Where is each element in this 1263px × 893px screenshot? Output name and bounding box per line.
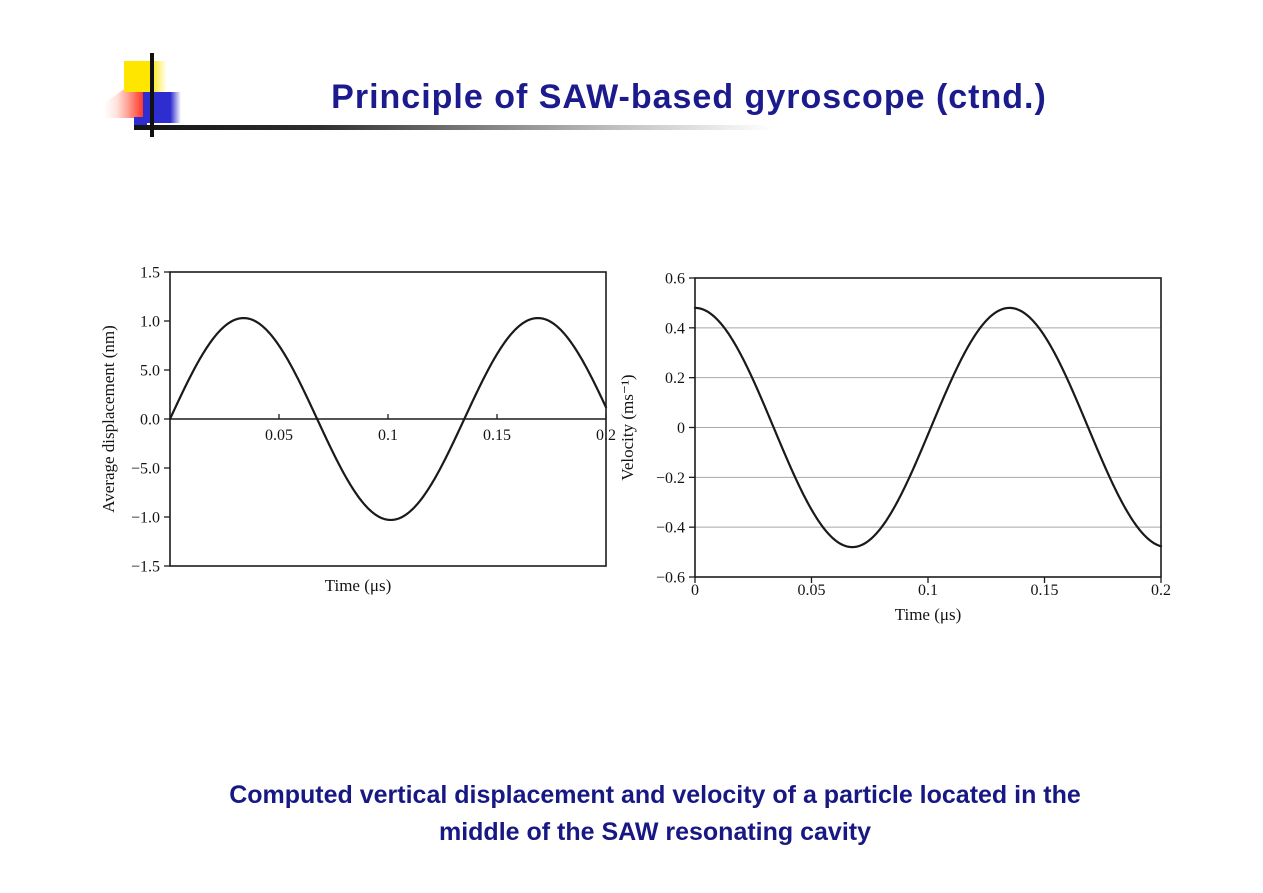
displacement-chart: 1.51.05.00.0−5.0−1.0−1.50.05 0.1 0.15 0.2Ti… xyxy=(99,265,616,596)
velocity-chart: 0.6 0.4 0.2 0 −0.2 −0.4 −0.6 0 0.05 0.1 0.15 0.2 Tim… xyxy=(618,271,1171,625)
y-tick-label: 0 xyxy=(677,420,685,437)
logo-yellow-square xyxy=(124,61,167,92)
y-axis-title: Velocity (ms⁻¹) xyxy=(618,374,637,480)
y-tick-label: −1.0 xyxy=(131,510,160,527)
y-tick-label: −5.0 xyxy=(131,461,160,478)
x-tick-label: 0.1 xyxy=(378,427,398,444)
plot-frame xyxy=(169,271,607,567)
y-tick-label: −0.6 xyxy=(656,570,685,587)
y-tick-label: 0.2 xyxy=(665,370,685,387)
logo-blue-foot xyxy=(134,117,147,128)
x-tick-label: 0.05 xyxy=(798,582,826,599)
x-tick-label: 0.15 xyxy=(483,427,511,444)
y-tick-label: 1.5 xyxy=(140,265,160,282)
y-tick-label: 0.0 xyxy=(140,412,160,429)
y-tick-label: −0.2 xyxy=(656,470,685,487)
caption-line-1: Computed vertical displacement and veloc… xyxy=(229,781,1081,809)
logo-vertical-line xyxy=(150,53,154,137)
y-tick-label: 1.0 xyxy=(140,314,160,331)
slide-title: Principle of SAW-based gyroscope (ctnd.) xyxy=(331,78,1047,116)
y-tick-label: −1.5 xyxy=(131,559,160,576)
x-tick-label: 0.05 xyxy=(265,427,293,444)
logo-blue-square xyxy=(143,92,181,123)
y-axis-title: Average displacement (nm) xyxy=(99,325,118,513)
y-tick-label: 5.0 xyxy=(140,363,160,380)
caption: Computed vertical displacement and veloc… xyxy=(52,777,1258,851)
series-curve xyxy=(693,306,1163,549)
x-axis-title: Time (μs) xyxy=(895,605,962,624)
x-tick-label: 0.2 xyxy=(1151,582,1171,599)
logo-red-wedge xyxy=(101,88,146,118)
series-curve xyxy=(168,316,608,522)
x-tick-label: 0 xyxy=(691,582,699,599)
title-underline xyxy=(134,125,792,130)
y-tick-label: 0.6 xyxy=(665,271,685,288)
plot-frame xyxy=(694,277,1162,578)
y-tick-label: 0.4 xyxy=(665,320,685,337)
x-tick-label: 0.15 xyxy=(1031,582,1059,599)
x-tick-label: 0.1 xyxy=(918,582,938,599)
caption-line-2: middle of the SAW resonating cavity xyxy=(438,818,872,846)
x-axis-title: Time (μs) xyxy=(325,576,392,595)
y-tick-label: −0.4 xyxy=(656,520,685,537)
